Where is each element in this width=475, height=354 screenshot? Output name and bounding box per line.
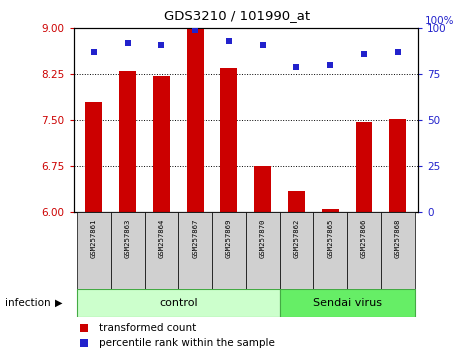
Text: GSM257867: GSM257867 <box>192 218 198 258</box>
Bar <box>322 209 339 212</box>
Text: GSM257863: GSM257863 <box>124 218 131 258</box>
Bar <box>390 119 406 212</box>
Point <box>225 38 233 44</box>
Point <box>336 268 343 274</box>
Point <box>336 123 343 129</box>
Point <box>326 62 334 68</box>
Bar <box>212 212 246 289</box>
Text: ▶: ▶ <box>55 298 62 308</box>
Text: Sendai virus: Sendai virus <box>313 298 381 308</box>
Text: GDS3210 / 101990_at: GDS3210 / 101990_at <box>164 9 311 22</box>
Bar <box>246 212 280 289</box>
Point <box>360 51 368 57</box>
Bar <box>280 212 314 289</box>
Bar <box>119 71 136 212</box>
Text: GSM257868: GSM257868 <box>395 218 401 258</box>
Text: GSM257870: GSM257870 <box>260 218 266 258</box>
Text: 100%: 100% <box>425 16 455 25</box>
Bar <box>288 191 305 212</box>
Point <box>191 27 199 33</box>
Point <box>90 50 98 55</box>
Text: GSM257865: GSM257865 <box>327 218 333 258</box>
Text: transformed count: transformed count <box>99 322 197 332</box>
Text: GSM257866: GSM257866 <box>361 218 367 258</box>
Bar <box>153 76 170 212</box>
Bar <box>86 102 102 212</box>
Text: infection: infection <box>5 298 50 308</box>
Bar <box>347 212 381 289</box>
Bar <box>280 289 415 317</box>
Text: percentile rank within the sample: percentile rank within the sample <box>99 338 276 348</box>
Bar <box>144 212 178 289</box>
Point <box>394 50 401 55</box>
Bar <box>77 212 111 289</box>
Bar <box>111 212 144 289</box>
Text: GSM257864: GSM257864 <box>158 218 164 258</box>
Point <box>259 42 266 48</box>
Text: GSM257861: GSM257861 <box>91 218 97 258</box>
Bar <box>314 212 347 289</box>
Bar <box>356 121 372 212</box>
Point <box>124 40 132 46</box>
Bar <box>381 212 415 289</box>
Text: GSM257869: GSM257869 <box>226 218 232 258</box>
Text: control: control <box>159 298 198 308</box>
Point <box>293 64 300 70</box>
Text: GSM257862: GSM257862 <box>294 218 299 258</box>
Bar <box>187 28 204 212</box>
Bar <box>254 166 271 212</box>
Bar <box>77 289 280 317</box>
Bar <box>178 212 212 289</box>
Point <box>158 42 165 48</box>
Bar <box>220 68 238 212</box>
